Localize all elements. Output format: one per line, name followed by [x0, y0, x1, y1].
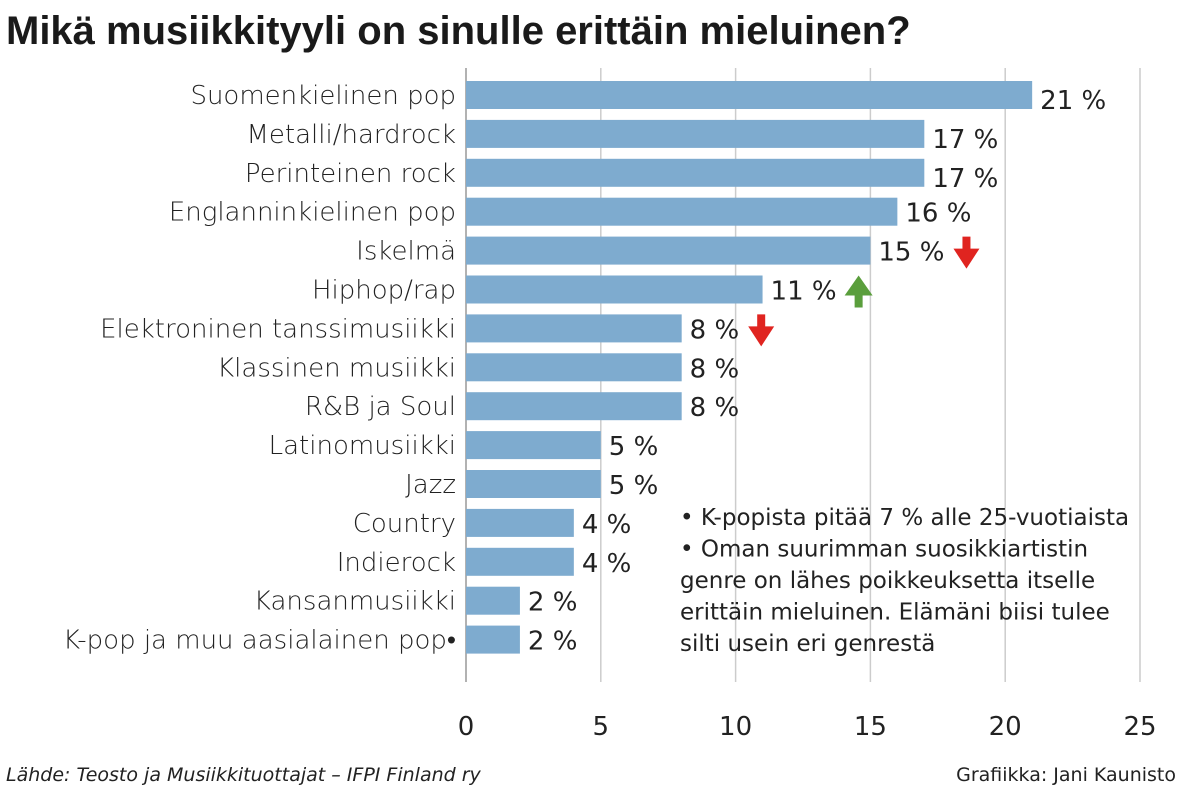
category-label: Perinteinen rock: [245, 159, 456, 189]
category-label: Jazz: [405, 470, 456, 500]
arrow-down-icon: [953, 236, 980, 269]
value-label: 15 %: [878, 238, 944, 268]
bar: [466, 275, 763, 304]
bar: [466, 197, 898, 226]
bar: [466, 508, 574, 537]
bar: [466, 353, 682, 382]
category-label: Country: [353, 509, 456, 539]
value-label: 5 %: [609, 471, 659, 501]
note-line: erittäin mieluinen. Elämäni biisi tulee: [680, 600, 1110, 626]
bar: [466, 119, 925, 148]
bar: [466, 625, 520, 654]
bar: [466, 431, 601, 460]
value-label: 17 %: [932, 125, 998, 155]
x-tick-label: 10: [719, 712, 752, 742]
x-tick-label: 15: [854, 712, 887, 742]
note-line: • Oman suurimman suosikkiartistin: [680, 537, 1088, 563]
category-label: Indierock: [337, 548, 456, 578]
note-line: silti usein eri genrestä: [680, 631, 935, 657]
x-tick-label: 20: [989, 712, 1022, 742]
value-label: 8 %: [690, 354, 740, 384]
x-tick-label: 0: [458, 712, 475, 742]
x-tick-label: 5: [593, 712, 610, 742]
value-label: 4 %: [582, 510, 632, 540]
bar: [466, 314, 682, 343]
value-label: 21 %: [1040, 86, 1106, 116]
note-line: • K-popista pitää 7 % alle 25-vuotiaista: [680, 505, 1129, 531]
bar: [466, 236, 871, 265]
category-label: K-pop ja muu aasialainen pop•: [63, 626, 456, 656]
arrow-up-icon: [844, 275, 873, 308]
bar: [466, 81, 1033, 109]
arrow-down-icon: [748, 314, 775, 347]
value-label: 17 %: [932, 164, 998, 194]
note-line: genre on lähes poikkeuksetta itselle: [680, 568, 1095, 594]
category-label: Suomenkielinen pop: [190, 81, 456, 111]
bar: [466, 392, 682, 421]
category-label: R&B ja Soul: [305, 392, 456, 422]
chart-title: Mikä musiikkityyli on sinulle erittäin m…: [6, 9, 911, 53]
x-tick-label: 25: [1123, 712, 1156, 742]
value-label: 16 %: [905, 199, 971, 229]
bar: [466, 586, 520, 615]
category-label: Klassinen musiikki: [217, 353, 456, 383]
category-label: Kansanmusiikki: [254, 587, 456, 617]
bar: [466, 547, 574, 576]
value-label: 4 %: [582, 549, 632, 579]
value-label: 8 %: [690, 315, 740, 345]
credit-text: Grafiikka: Jani Kaunisto: [956, 764, 1176, 786]
value-label: 11 %: [771, 277, 837, 307]
category-label: Metalli/hardrock: [246, 120, 456, 150]
category-label: Hiphop/rap: [312, 276, 456, 306]
value-label: 2 %: [528, 627, 578, 657]
category-label: Englanninkielinen pop: [169, 198, 456, 228]
category-label: Elektroninen tanssimusiikki: [100, 314, 456, 344]
bar: [466, 470, 601, 498]
value-label: 8 %: [690, 393, 740, 423]
source-text: Lähde: Teosto ja Musiikkituottajat – IFP…: [6, 764, 482, 786]
bar: [466, 158, 925, 187]
value-label: 5 %: [609, 432, 659, 462]
value-label: 2 %: [528, 588, 578, 618]
category-label: Iskelmä: [356, 237, 456, 267]
category-label: Latinomusiikki: [269, 431, 456, 461]
